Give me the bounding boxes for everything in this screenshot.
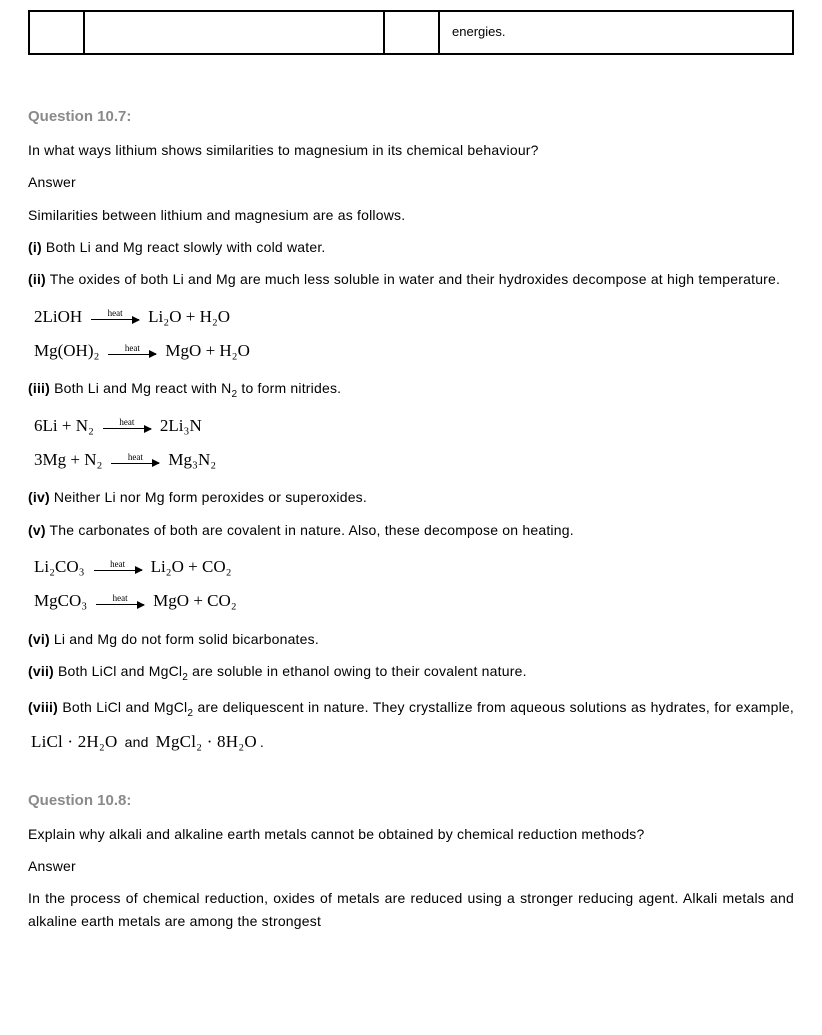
point-vii-text-a: Both LiCl and MgCl — [54, 663, 182, 679]
equation-lin: 6Li + N₂ heat 2Li₃N — [34, 410, 794, 442]
equation-lioh: 2LiOH heat Li₂O + H₂O — [34, 301, 794, 333]
numeral-iv: (iv) — [28, 489, 50, 505]
point-v: (v) The carbonates of both are covalent … — [28, 519, 794, 541]
arrow-heat-icon: heat — [106, 457, 164, 464]
equations-hydroxide: 2LiOH heat Li₂O + H₂O Mg(OH)₂ heat MgO +… — [34, 301, 794, 368]
question-107-prompt: In what ways lithium shows similarities … — [28, 139, 794, 161]
question-108-body: In the process of chemical reduction, ox… — [28, 887, 794, 932]
eq-mgoh-rhs: MgO + H₂O — [165, 335, 249, 367]
point-vi: (vi) Li and Mg do not form solid bicarbo… — [28, 628, 794, 650]
arrow-heat-icon: heat — [91, 598, 149, 605]
top-table: energies. — [28, 10, 794, 55]
table-cell-3 — [384, 11, 439, 54]
eq-lin-rhs: 2Li₃N — [160, 410, 202, 442]
point-vii: (vii) Both LiCl and MgCl2 are soluble in… — [28, 660, 794, 682]
question-108-heading: Question 10.8: — [28, 789, 794, 813]
equation-mgn: 3Mg + N₂ heat Mg₃N₂ — [34, 444, 794, 476]
eq-mgn-rhs: Mg₃N₂ — [168, 444, 216, 476]
point-viii: (viii) Both LiCl and MgCl2 are deliquesc… — [28, 692, 794, 760]
formula-mgcl-hydrate: MgCl₂ · 8H₂O — [153, 732, 260, 751]
point-viii-text-a: Both LiCl and MgCl — [58, 699, 187, 715]
question-108-prompt: Explain why alkali and alkaline earth me… — [28, 823, 794, 845]
point-iv: (iv) Neither Li nor Mg form peroxides or… — [28, 486, 794, 508]
eq-lioh-lhs: 2LiOH — [34, 301, 82, 333]
numeral-viii: (viii) — [28, 699, 58, 715]
equations-nitride: 6Li + N₂ heat 2Li₃N 3Mg + N₂ heat Mg₃N₂ — [34, 410, 794, 477]
arrow-heat-icon: heat — [89, 564, 147, 571]
table-cell-2 — [84, 11, 384, 54]
table-cell-1 — [29, 11, 84, 54]
equation-mgco: MgCO₃ heat MgO + CO₂ — [34, 585, 794, 617]
point-iii-text-b: to form nitrides. — [237, 380, 341, 396]
point-iii-text-a: Both Li and Mg react with N — [50, 380, 231, 396]
arrow-heat-icon: heat — [86, 313, 144, 320]
eq-mgoh-lhs: Mg(OH)₂ — [34, 335, 99, 367]
eq-lin-lhs: 6Li + N₂ — [34, 410, 94, 442]
numeral-ii: (ii) — [28, 271, 46, 287]
eq-mgco-rhs: MgO + CO₂ — [153, 585, 237, 617]
eq-lico-lhs: Li₂CO₃ — [34, 551, 85, 583]
arrow-heat-icon: heat — [103, 348, 161, 355]
numeral-vii: (vii) — [28, 663, 54, 679]
point-i: (i) Both Li and Mg react slowly with col… — [28, 236, 794, 258]
point-i-text: Both Li and Mg react slowly with cold wa… — [42, 239, 326, 255]
equation-lico: Li₂CO₃ heat Li₂O + CO₂ — [34, 551, 794, 583]
point-vii-text-b: are soluble in ethanol owing to their co… — [188, 663, 527, 679]
eq-mgco-lhs: MgCO₃ — [34, 585, 87, 617]
point-ii-text: The oxides of both Li and Mg are much le… — [46, 271, 780, 287]
numeral-i: (i) — [28, 239, 42, 255]
numeral-vi: (vi) — [28, 631, 50, 647]
arrow-heat-icon: heat — [98, 422, 156, 429]
equations-carbonate: Li₂CO₃ heat Li₂O + CO₂ MgCO₃ heat MgO + … — [34, 551, 794, 618]
point-ii: (ii) The oxides of both Li and Mg are mu… — [28, 268, 794, 290]
dot: . — [260, 734, 264, 750]
and-text: and — [121, 734, 153, 750]
table-cell-4: energies. — [439, 11, 793, 54]
point-v-text: The carbonates of both are covalent in n… — [46, 522, 574, 538]
question-107-heading: Question 10.7: — [28, 105, 794, 129]
numeral-v: (v) — [28, 522, 46, 538]
point-viii-text-b: are deliquescent in nature. They crystal… — [193, 699, 794, 715]
eq-lioh-rhs: Li₂O + H₂O — [148, 301, 230, 333]
point-vi-text: Li and Mg do not form solid bicarbonates… — [50, 631, 319, 647]
eq-lico-rhs: Li₂O + CO₂ — [151, 551, 232, 583]
similarities-intro: Similarities between lithium and magnesi… — [28, 204, 794, 226]
answer-label-108: Answer — [28, 855, 794, 877]
point-iv-text: Neither Li nor Mg form peroxides or supe… — [50, 489, 367, 505]
point-iii: (iii) Both Li and Mg react with N2 to fo… — [28, 377, 794, 399]
eq-mgn-lhs: 3Mg + N₂ — [34, 444, 102, 476]
answer-label: Answer — [28, 171, 794, 193]
equation-mgoh: Mg(OH)₂ heat MgO + H₂O — [34, 335, 794, 367]
formula-licl-hydrate: LiCl · 2H₂O — [28, 732, 121, 751]
numeral-iii: (iii) — [28, 380, 50, 396]
